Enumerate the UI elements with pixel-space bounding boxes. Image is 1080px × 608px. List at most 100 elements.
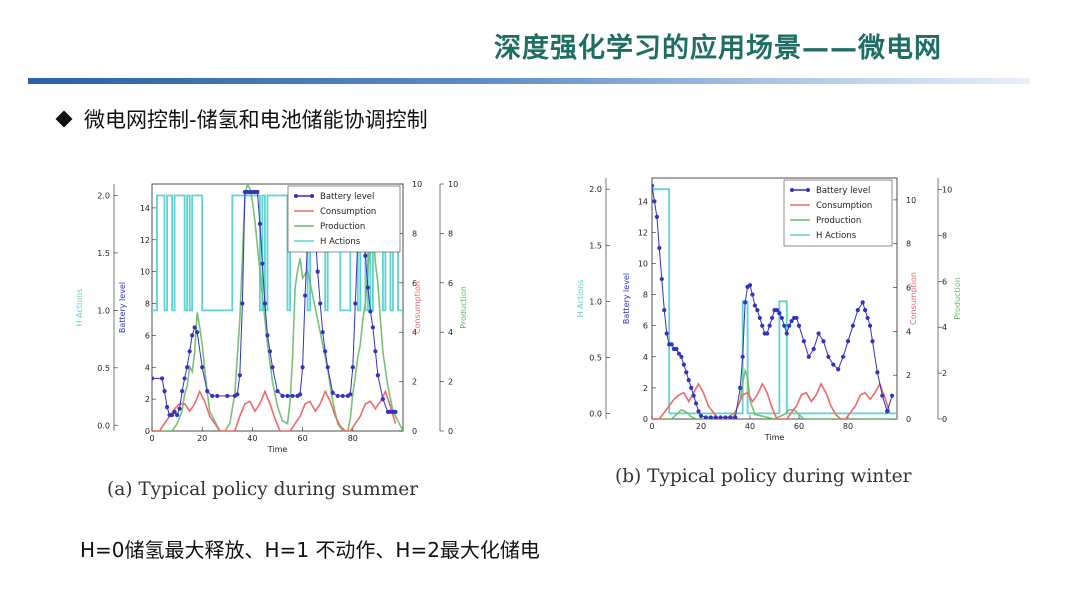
battery-point	[225, 393, 230, 399]
x-tick-label: 40	[745, 422, 755, 431]
battery-point	[691, 393, 696, 398]
battery-point	[836, 367, 841, 372]
series-line-production	[652, 367, 897, 419]
h-actions-tick-label: 1.0	[589, 297, 602, 306]
battery-point	[708, 415, 713, 419]
battery-point	[784, 331, 789, 336]
battery-point	[752, 303, 757, 308]
battery-point	[767, 323, 772, 328]
battery-point	[777, 311, 782, 316]
battery-point	[733, 415, 738, 419]
x-tick-label: 0	[649, 422, 654, 431]
battery-point	[860, 300, 865, 305]
battery-point	[172, 409, 177, 414]
legend-label: Battery level	[320, 192, 374, 202]
battery-tick-label: 10	[638, 260, 648, 269]
battery-point	[187, 349, 192, 354]
battery-point	[669, 342, 674, 347]
consumption-tick-label: 4	[412, 328, 417, 337]
battery-point	[674, 346, 679, 352]
x-tick-label: 0	[149, 434, 154, 443]
battery-point	[285, 393, 290, 399]
battery-point	[662, 308, 667, 313]
legend-box	[783, 179, 893, 247]
battery-point	[375, 373, 380, 378]
x-tick-label: 20	[696, 422, 706, 431]
battery-point	[270, 365, 275, 370]
h-actions-tick-label: 1.0	[97, 306, 110, 315]
battery-point	[320, 330, 325, 335]
battery-tick-label: 0	[643, 415, 648, 424]
battery-point	[885, 409, 890, 414]
production-tick-label: 4	[448, 328, 453, 337]
legend-marker	[806, 188, 810, 192]
battery-point	[657, 245, 662, 251]
battery-point	[664, 331, 669, 336]
consumption-tick-label: 2	[412, 378, 417, 387]
bullet-text: 微电网控制-储氢和电池储能协调控制	[84, 108, 428, 132]
battery-point	[177, 406, 182, 411]
production-tick-label: 6	[942, 277, 947, 286]
h-actions-tick-label: 1.5	[589, 241, 602, 250]
battery-point	[393, 409, 398, 414]
h-actions-tick-label: 2.0	[97, 191, 110, 200]
battery-point	[353, 301, 358, 306]
production-axis-label: Production	[953, 277, 962, 320]
battery-point	[237, 373, 242, 378]
h-actions-axis-label: H Actions	[75, 289, 84, 327]
battery-point	[323, 349, 328, 354]
battery-tick-label: 12	[140, 236, 150, 245]
chart-winter-caption: (b) Typical policy during winter	[615, 466, 912, 487]
production-tick-label: 4	[942, 323, 947, 332]
legend-marker	[790, 188, 794, 192]
x-tick-label: 80	[843, 422, 853, 431]
battery-point	[348, 392, 353, 397]
battery-point	[260, 261, 265, 266]
consumption-tick-label: 8	[906, 240, 911, 249]
battery-point	[694, 401, 699, 406]
consumption-tick-label: 10	[412, 180, 422, 189]
battery-point	[335, 393, 340, 399]
battery-point	[679, 354, 684, 359]
battery-point	[303, 293, 308, 298]
consumption-tick-label: 0	[412, 427, 417, 436]
x-tick-label: 60	[794, 422, 804, 431]
battery-point	[159, 376, 165, 381]
battery-point	[290, 393, 295, 399]
battery-point	[654, 214, 659, 219]
consumption-tick-label: 8	[412, 229, 417, 238]
battery-point	[240, 301, 245, 306]
battery-point	[794, 315, 799, 321]
battery-point	[365, 285, 370, 290]
legend-label: Consumption	[816, 201, 872, 211]
series-line-h-actions	[652, 188, 897, 415]
production-tick-label: 10	[448, 180, 458, 189]
battery-point	[713, 415, 718, 419]
battery-point	[723, 415, 728, 419]
production-tick-label: 2	[448, 378, 453, 387]
battery-point	[373, 349, 378, 354]
battery-point	[779, 315, 784, 321]
battery-point	[380, 397, 386, 402]
battery-point	[152, 376, 155, 381]
battery-tick-label: 8	[145, 300, 150, 309]
battery-point	[867, 323, 873, 328]
x-axis-label: Time	[267, 445, 288, 454]
battery-point	[765, 331, 770, 336]
battery-point	[703, 415, 708, 419]
x-tick-label: 40	[247, 434, 257, 443]
consumption-axis-label: Consumption	[413, 281, 422, 334]
bullet-diamond-icon	[55, 110, 73, 128]
legend-label: Production	[320, 222, 365, 232]
battery-point	[865, 315, 870, 321]
battery-point	[195, 330, 200, 335]
battery-point	[782, 323, 787, 328]
battery-point	[880, 393, 885, 398]
battery-point	[870, 339, 875, 344]
battery-tick-label: 2	[145, 395, 150, 404]
consumption-tick-label: 6	[906, 284, 911, 293]
battery-point	[192, 325, 197, 330]
battery-tick-label: 12	[638, 228, 648, 237]
x-tick-label: 80	[348, 434, 358, 443]
